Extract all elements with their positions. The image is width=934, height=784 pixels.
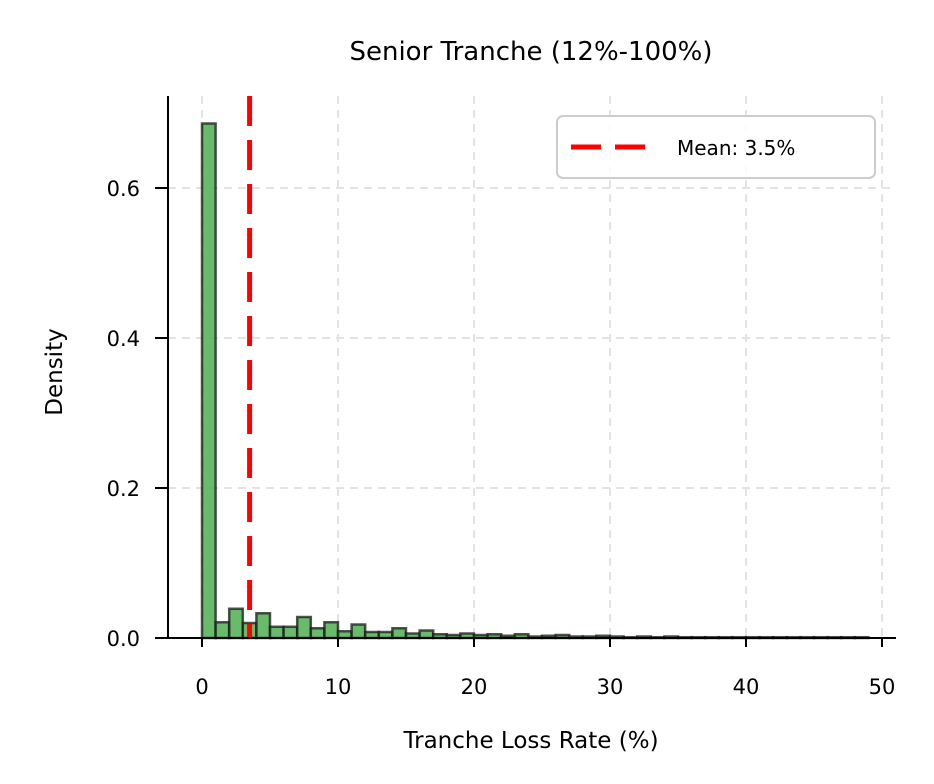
y-tick-label: 0.6 <box>107 177 140 201</box>
x-axis-label: Tranche Loss Rate (%) <box>402 728 658 754</box>
axes <box>167 96 896 639</box>
x-tick-label: 30 <box>597 675 624 699</box>
y-tick-label: 0.4 <box>107 327 140 351</box>
y-tick-label: 0.2 <box>107 477 140 501</box>
histogram-bar <box>323 621 340 640</box>
grid-lines <box>168 96 896 638</box>
x-tick-label: 20 <box>461 675 488 699</box>
x-tick-label: 10 <box>325 675 352 699</box>
y-ticks: 0.0 0.2 0.4 0.6 <box>107 177 168 651</box>
histogram-bar <box>268 625 285 640</box>
x-tick-label: 50 <box>869 675 896 699</box>
histogram-bar <box>309 627 326 640</box>
x-ticks: 0 10 20 30 40 50 <box>195 638 895 699</box>
y-tick-label: 0.0 <box>107 627 140 651</box>
x-tick-label: 40 <box>733 675 760 699</box>
y-axis-label: Density <box>42 328 68 415</box>
histogram-bar <box>214 621 231 640</box>
histogram-bar <box>255 612 272 640</box>
legend: Mean: 3.5% <box>556 115 876 179</box>
histogram-bar <box>336 630 353 640</box>
histogram-bar <box>227 607 245 640</box>
histogram-bar <box>282 625 299 640</box>
histogram-bar <box>200 122 217 640</box>
histogram-bar <box>391 627 408 640</box>
histogram-bar <box>418 629 435 640</box>
histogram-bars <box>200 122 870 640</box>
x-tick-label: 0 <box>195 675 208 699</box>
histogram-bar <box>350 623 367 640</box>
legend-mean-label: Mean: 3.5% <box>677 136 795 160</box>
chart-title: Senior Tranche (12%-100%) <box>349 37 712 67</box>
histogram-bar <box>295 615 313 640</box>
legend-box <box>556 115 876 179</box>
